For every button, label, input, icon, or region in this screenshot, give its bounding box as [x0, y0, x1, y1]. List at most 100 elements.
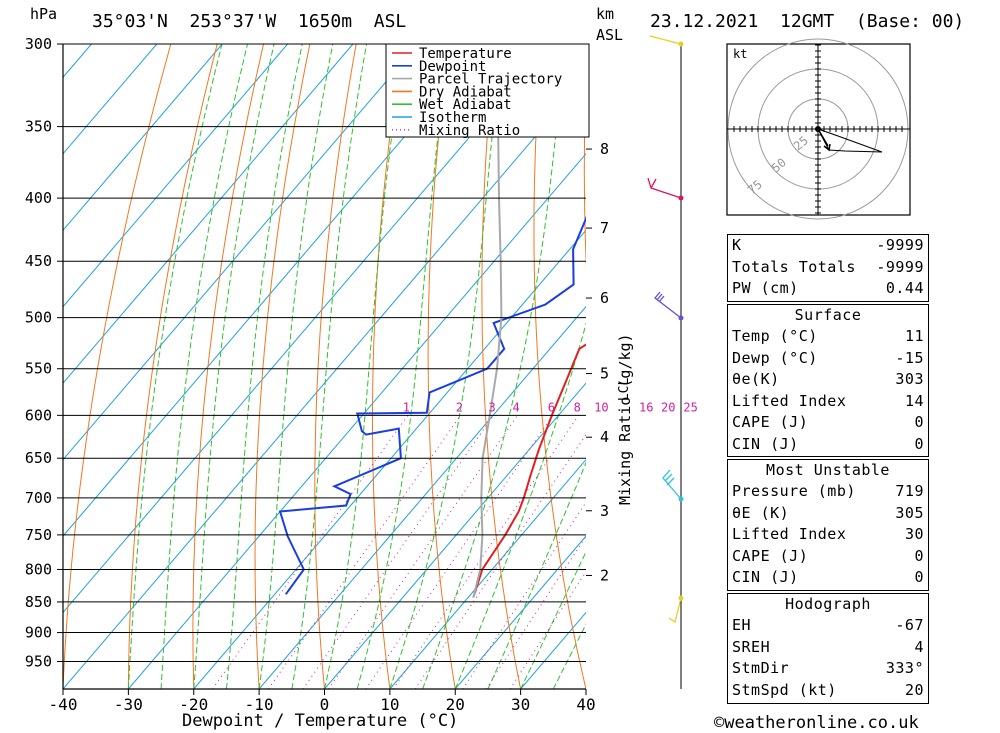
dry-adiabat-line	[192, 44, 264, 689]
pressure-tick-label: 750	[25, 526, 52, 544]
hodograph-value: 20	[904, 680, 924, 699]
most-unstable-label: CIN (J)	[732, 568, 799, 586]
isotherm-line	[63, 44, 223, 231]
most-unstable-title: Most Unstable	[766, 461, 890, 479]
mixing-ratio-label: 16	[639, 400, 653, 414]
index-value: -9999	[876, 236, 924, 254]
x-tick-label: -30	[114, 695, 143, 714]
x-tick-label: 0	[320, 695, 330, 714]
pressure-tick-label: 900	[25, 624, 52, 642]
surface-label: Lifted Index	[732, 391, 847, 410]
surface-label: CAPE (J)	[732, 413, 809, 431]
km-tick-label: 7	[600, 219, 609, 237]
wind-level-dot	[678, 315, 684, 321]
index-row: Totals Totals -9999	[728, 257, 928, 279]
wind-barb	[668, 597, 682, 624]
x-tick-label: -40	[49, 695, 78, 714]
most-unstable-label: Lifted Index	[732, 525, 847, 543]
legend-label: Mixing Ratio	[419, 123, 520, 139]
hodograph-title: Hodograph	[785, 595, 871, 613]
mixing-ratio-line	[302, 415, 494, 689]
isotherm-line	[258, 305, 586, 689]
dry-adiabat-line	[372, 44, 404, 689]
hodograph-panel: Hodograph EH -67 SREH 4 StmDir 333° StmSpd (kt…	[727, 593, 929, 704]
index-label: Totals Totals	[732, 257, 856, 276]
dry-adiabat-line	[254, 44, 311, 689]
hodograph-row: StmDir 333°	[728, 658, 928, 680]
dry-adiabat-line	[533, 44, 586, 689]
most-unstable-row: CIN (J) 0	[728, 567, 928, 589]
surface-label: Temp (°C)	[732, 327, 818, 345]
km-tick-label: 5	[600, 365, 609, 383]
hodograph-value: 4	[914, 637, 924, 656]
asl-unit-label: ASL	[596, 26, 623, 44]
most-unstable-row: Pressure (mb) 719	[728, 481, 928, 503]
pressure-tick-label: 700	[25, 489, 52, 507]
legend-label: Parcel Trajectory	[419, 72, 562, 88]
most-unstable-value: 0	[914, 568, 924, 586]
dry-adiabat-line	[633, 44, 717, 689]
isotherm-line	[324, 382, 586, 689]
hodograph-label: EH	[732, 616, 752, 634]
pressure-tick-label: 300	[25, 35, 52, 53]
wind-barb	[662, 469, 682, 500]
mixing-ratio-line	[392, 415, 580, 689]
legend-label: Dewpoint	[419, 59, 486, 75]
surface-value: 0	[914, 413, 924, 431]
hodograph-row: EH -67	[728, 615, 928, 637]
hpa-unit-label: hPa	[30, 5, 57, 23]
isotherm-line	[63, 44, 550, 614]
pressure-tick-label: 950	[25, 653, 52, 671]
isotherm-line	[127, 152, 586, 689]
wind-level-dot	[678, 41, 684, 47]
surface-row: Lifted Index 14	[728, 391, 928, 413]
series-temperature	[472, 343, 586, 598]
wet-adiabat-line	[520, 550, 586, 689]
hodograph-row: StmSpd (kt) 20	[728, 680, 928, 702]
isotherm-line	[63, 44, 288, 308]
km-tick-label: 2	[600, 566, 609, 584]
surface-title: Surface	[794, 306, 862, 324]
mixing-ratio-label: 25	[683, 400, 697, 414]
series-dewpoint	[278, 216, 586, 595]
pressure-tick-label: 550	[25, 360, 52, 378]
surface-row: CAPE (J) 0	[728, 412, 928, 434]
index-label: K	[732, 236, 742, 254]
most-unstable-label: Pressure (mb)	[732, 482, 856, 500]
dry-adiabat-line	[481, 44, 522, 689]
copyright-footer: ©weatheronline.co.uk	[714, 713, 919, 733]
hodograph-row: SREH 4	[728, 637, 928, 659]
isotherm-line	[63, 44, 354, 384]
pressure-tick-label: 850	[25, 593, 52, 611]
surface-row: Temp (°C) 11	[728, 326, 928, 348]
x-tick-label: 30	[511, 695, 530, 714]
mixing-ratio-axis-label: Mixing Ratio (g/kg)	[616, 333, 634, 505]
isotherm-line	[63, 76, 586, 689]
wet-adiabat-line	[324, 44, 406, 689]
wind-barb	[649, 35, 682, 45]
isotherm-line	[63, 44, 485, 537]
hodograph-value: -67	[895, 616, 924, 634]
dry-adiabat-line	[959, 44, 1000, 689]
wet-adiabat-line	[487, 461, 586, 689]
surface-row: CIN (J) 0	[728, 434, 928, 456]
location-title: 35°03'N 253°37'W 1650m ASL	[92, 11, 406, 32]
index-value: 0.44	[885, 279, 924, 297]
isotherm-line	[389, 458, 586, 689]
legend-label: Dry Adiabat	[419, 84, 512, 100]
pressure-tick-label: 800	[25, 560, 52, 578]
index-row: PW (cm) 0.44	[728, 278, 928, 300]
most-unstable-label: θE (K)	[732, 503, 790, 522]
pressure-tick-label: 500	[25, 309, 52, 327]
wind-barb	[647, 177, 682, 199]
most-unstable-value: 305	[895, 503, 924, 522]
surface-label: Dewp (°C)	[732, 348, 818, 367]
wet-adiabat-line	[127, 44, 223, 689]
surface-label: θe(K)	[732, 370, 780, 388]
most-unstable-panel: Most Unstable Pressure (mb) 719 θE (K) 305 L…	[727, 459, 929, 591]
surface-panel: Surface Temp (°C) 11 Dewp (°C) -15 θe(K) 303 L…	[727, 304, 929, 457]
mixing-ratio-label: 6	[548, 400, 555, 414]
most-unstable-value: 719	[895, 482, 924, 500]
isotherm-line	[63, 44, 419, 461]
